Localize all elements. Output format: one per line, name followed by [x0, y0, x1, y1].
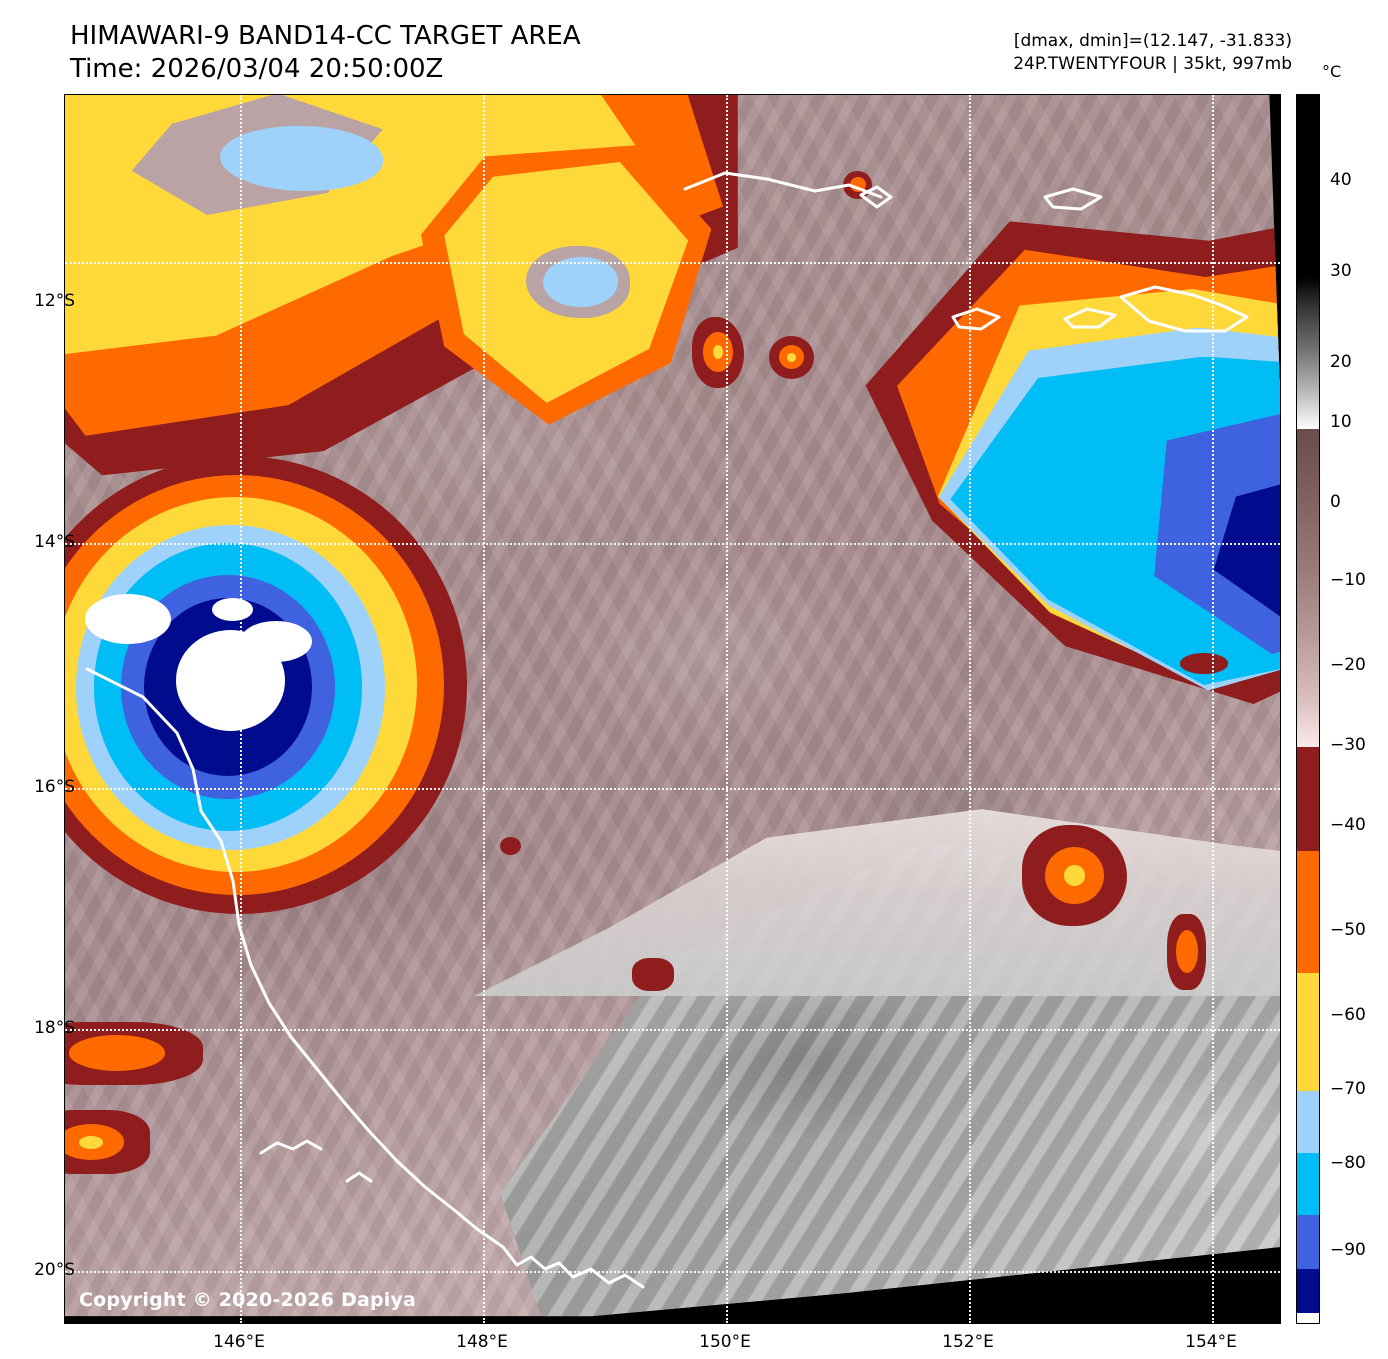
- xtick-label: 150°E: [699, 1332, 751, 1352]
- cbar-tick-label: −40: [1330, 815, 1366, 835]
- cbar-segment-orange: [1297, 851, 1319, 973]
- xtick-label: 154°E: [1185, 1332, 1237, 1352]
- temperature-colorbar[interactable]: [1296, 94, 1320, 1324]
- cbar-tick-label: −50: [1330, 920, 1366, 940]
- cbar-tick-label: −80: [1330, 1153, 1366, 1173]
- convective-cell: [65, 1110, 151, 1174]
- cbar-tick-label: 30: [1330, 261, 1352, 281]
- ytick-label: 14°S: [34, 532, 75, 552]
- header-meta-block: [dmax, dmin]=(12.147, -31.833) 24P.TWENT…: [1013, 30, 1292, 76]
- convective-cell: [1166, 913, 1207, 990]
- tropical-cyclone-feature: [65, 456, 468, 914]
- cbar-tick-label: −90: [1330, 1240, 1366, 1260]
- cbar-tick-label: −20: [1330, 655, 1366, 675]
- satellite-image-plot[interactable]: Copyright © 2020-2026 Dapiya: [64, 94, 1281, 1324]
- cbar-segment-yellow: [1297, 973, 1319, 1091]
- cbar-tick-label: 20: [1330, 352, 1352, 372]
- ytick-label: 18°S: [34, 1018, 75, 1038]
- storm-annotation: 24P.TWENTYFOUR | 35kt, 997mb: [1013, 53, 1292, 74]
- cloud-band-light-blue: [220, 125, 383, 191]
- cbar-segment-black: [1297, 95, 1319, 277]
- timestamp: Time: 2026/03/04 20:50:00Z: [70, 53, 444, 84]
- convective-cell: [1021, 824, 1128, 927]
- cloud-core-white: [239, 620, 313, 663]
- cbar-tick-label: 40: [1330, 170, 1352, 190]
- cbar-segment-brown: [1297, 429, 1319, 747]
- page-title: HIMAWARI-9 BAND14-CC TARGET AREA: [70, 21, 581, 51]
- cbar-segment-navy: [1297, 1269, 1319, 1313]
- cbar-tick-label: 0: [1330, 492, 1341, 512]
- data-range-annotation: [dmax, dmin]=(12.147, -31.833): [1013, 31, 1292, 51]
- xtick-label: 148°E: [456, 1332, 508, 1352]
- xtick-label: 152°E: [942, 1332, 994, 1352]
- convective-cell: [1180, 653, 1228, 674]
- cbar-segment-light-blue: [1297, 1091, 1319, 1153]
- cbar-tick-label: −70: [1330, 1079, 1366, 1099]
- convective-cell: [632, 958, 675, 992]
- cloud-feature-central-north: [421, 145, 712, 425]
- cbar-segment-royal-blue: [1297, 1215, 1319, 1269]
- cloud-feature-northeast: [843, 221, 1280, 704]
- header-title-block: HIMAWARI-9 BAND14-CC TARGET AREA Time: 2…: [70, 20, 581, 86]
- convective-cell: [769, 335, 815, 379]
- cbar-tick-label: −30: [1330, 735, 1366, 755]
- satellite-swath: [65, 95, 1280, 1317]
- cbar-tick-label: −60: [1330, 1005, 1366, 1025]
- cloud-core-white: [84, 593, 172, 644]
- cbar-segment-dark-red: [1297, 747, 1319, 851]
- ytick-label: 12°S: [34, 291, 75, 311]
- cbar-tick-label: −10: [1330, 570, 1366, 590]
- colorbar-unit-label: °C: [1322, 62, 1342, 81]
- convective-cell: [843, 170, 873, 199]
- cbar-segment-cyan: [1297, 1153, 1319, 1215]
- xtick-label: 146°E: [213, 1332, 265, 1352]
- ytick-label: 16°S: [34, 777, 75, 797]
- convective-cell: [500, 837, 522, 856]
- convective-cell: [65, 1021, 204, 1085]
- cbar-tick-label: 10: [1330, 412, 1352, 432]
- copyright-notice: Copyright © 2020-2026 Dapiya: [79, 1289, 417, 1311]
- cbar-segment-greyscale: [1297, 277, 1319, 429]
- cloud-core-white: [212, 598, 254, 621]
- cbar-segment-white: [1297, 1313, 1319, 1323]
- ytick-label: 20°S: [34, 1260, 75, 1280]
- cloud-band-light-blue: [542, 256, 619, 308]
